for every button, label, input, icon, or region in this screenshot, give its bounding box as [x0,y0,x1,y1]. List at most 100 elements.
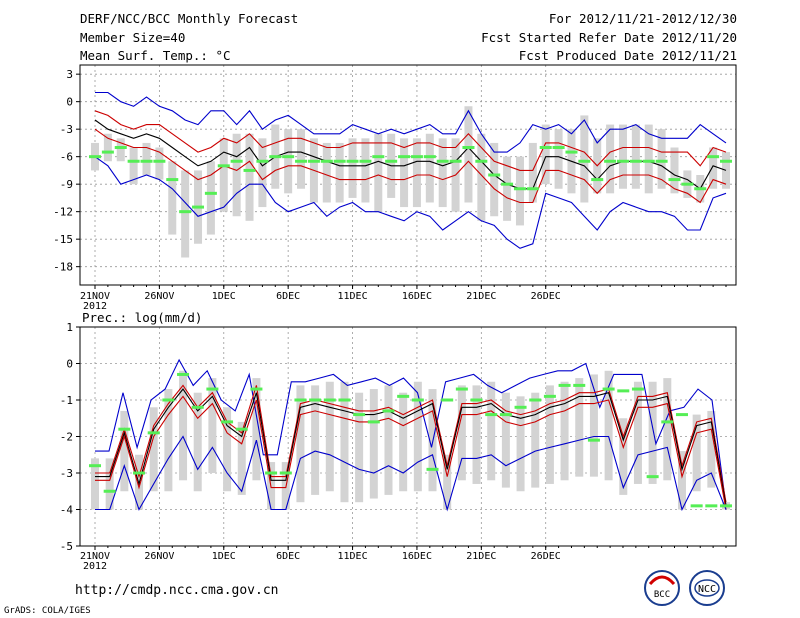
temperature-obs-marker-15 [282,155,295,159]
precipitation-obs-marker-23 [426,467,439,471]
temperature-box-29 [464,106,473,203]
temperature-box-19 [335,142,344,203]
temperature-box-45 [670,147,679,194]
precipitation-obs-marker-1 [103,489,116,493]
logos: BCC NCC [644,570,725,606]
precipitation-xtick-label: 16DEC [402,551,432,562]
precipitation-xtick-label: 1DEC [212,551,236,562]
temperature-obs-marker-25 [410,155,423,159]
precipitation-box-5 [164,389,173,492]
precipitation-ytick-label: -3 [60,467,73,480]
precipitation-box-24 [443,454,452,510]
precipitation-obs-marker-37 [631,387,644,391]
precipitation-xtick-label: 6DEC [276,551,300,562]
precipitation-box-41 [692,414,701,492]
precipitation-obs-marker-43 [720,504,732,508]
temperature-xtick-label: 1DEC [212,291,236,302]
temperature-obs-marker-9 [204,191,217,195]
temperature-box-2 [116,138,125,162]
precipitation-ytick-label: -4 [60,504,74,517]
precipitation-obs-marker-39 [661,420,674,424]
temperature-obs-marker-1 [101,150,114,154]
precipitation-box-8 [208,378,217,473]
temperature-box-43 [644,124,653,194]
precipitation-obs-marker-24 [441,398,454,402]
precipitation-obs-marker-14 [294,398,307,402]
precipitation-xtick-label: 26NOV [144,551,174,562]
precipitation-box-37 [633,381,642,484]
temperature-obs-marker-10 [217,164,230,168]
temperature-box-16 [297,129,306,189]
prec-variable-label: Prec.: log(mm/d) [82,310,202,325]
precipitation-series-ensemble_max [95,358,727,506]
precipitation-box-36 [619,418,628,495]
temperature-obs-marker-36 [552,146,565,149]
bcc-logo-mark [648,575,676,586]
temperature-ytick-label: -6 [60,151,73,164]
precipitation-obs-marker-20 [382,409,395,413]
temperature-obs-marker-16 [295,159,308,163]
precipitation-obs-marker-35 [602,387,615,391]
precipitation-obs-marker-42 [705,504,718,508]
temperature-box-34 [528,142,537,203]
temperature-xtick-label: 6DEC [276,291,300,302]
temperature-box-18 [322,142,331,203]
temperature-obs-marker-27 [436,159,449,163]
precipitation-box-7 [193,392,202,492]
precipitation-ytick-label: 0 [66,358,73,371]
temperature-obs-marker-22 [372,155,385,159]
precipitation-box-14 [296,385,305,503]
precipitation-year-label: 2012 [83,561,107,572]
precipitation-xtick-label: 21NOV [80,551,110,562]
temperature-obs-marker-41 [616,159,629,163]
temperature-obs-marker-33 [513,187,526,191]
precipitation-box-31 [545,385,554,484]
temperature-box-49 [722,152,730,189]
temperature-box-27 [438,138,447,208]
temperature-xtick-label: 21DEC [466,291,496,302]
temperature-series-ensemble_min [94,156,727,249]
precipitation-obs-marker-2 [118,427,131,431]
temperature-xtick-label: 26DEC [531,291,561,302]
precipitation-box-38 [648,381,657,484]
temperature-xtick-label: 16DEC [402,291,432,302]
temperature-ytick-label: -15 [53,233,73,246]
temperature-obs-marker-14 [269,155,282,159]
temperature-obs-marker-32 [501,182,514,186]
temperature-obs-marker-38 [578,159,591,163]
temperature-obs-marker-37 [565,150,578,154]
precipitation-obs-marker-7 [191,405,204,409]
precipitation-box-19 [369,389,378,499]
temperature-obs-marker-7 [179,210,192,214]
precipitation-box-1 [105,458,114,510]
precipitation-box-11 [252,378,261,481]
temperature-box-3 [129,147,138,185]
temperature-obs-marker-24 [398,155,411,159]
source-url[interactable]: http://cmdp.ncc.cma.gov.cn [75,583,279,598]
precipitation-box-10 [237,421,246,495]
temperature-series-lower_spread [94,128,727,204]
temperature-box-12 [245,133,254,221]
precipitation-box-30 [531,392,540,488]
precipitation-box-34 [589,374,598,477]
temperature-obs-marker-29 [462,146,475,149]
temperature-box-25 [412,138,421,208]
temperature-panel: 3 0 -3 -6 -9 -12 -15 -18 21NOV 26NOV 1DEC 6DEC 11DEC… [53,64,737,312]
temperature-ytick-label: 3 [66,68,73,81]
temperature-year-label: 2012 [83,301,107,312]
precipitation-series-upper_spread [95,384,727,503]
temperature-obs-marker-17 [307,159,320,163]
precipitation-obs-marker-34 [587,438,600,442]
precipitation-xtick-label: 21DEC [466,551,496,562]
precipitation-obs-marker-38 [646,475,659,479]
precipitation-obs-marker-6 [177,372,190,376]
temperature-ytick-label: -12 [53,206,73,219]
precipitation-box-35 [604,370,613,481]
temperature-ytick-label: 0 [66,96,73,109]
precipitation-obs-marker-28 [499,413,512,417]
precipitation-box-20 [384,385,393,495]
precipitation-box-40 [677,451,686,510]
temperature-box-48 [709,147,718,189]
temperature-box-1 [103,133,112,162]
temperature-box-41 [618,124,627,189]
